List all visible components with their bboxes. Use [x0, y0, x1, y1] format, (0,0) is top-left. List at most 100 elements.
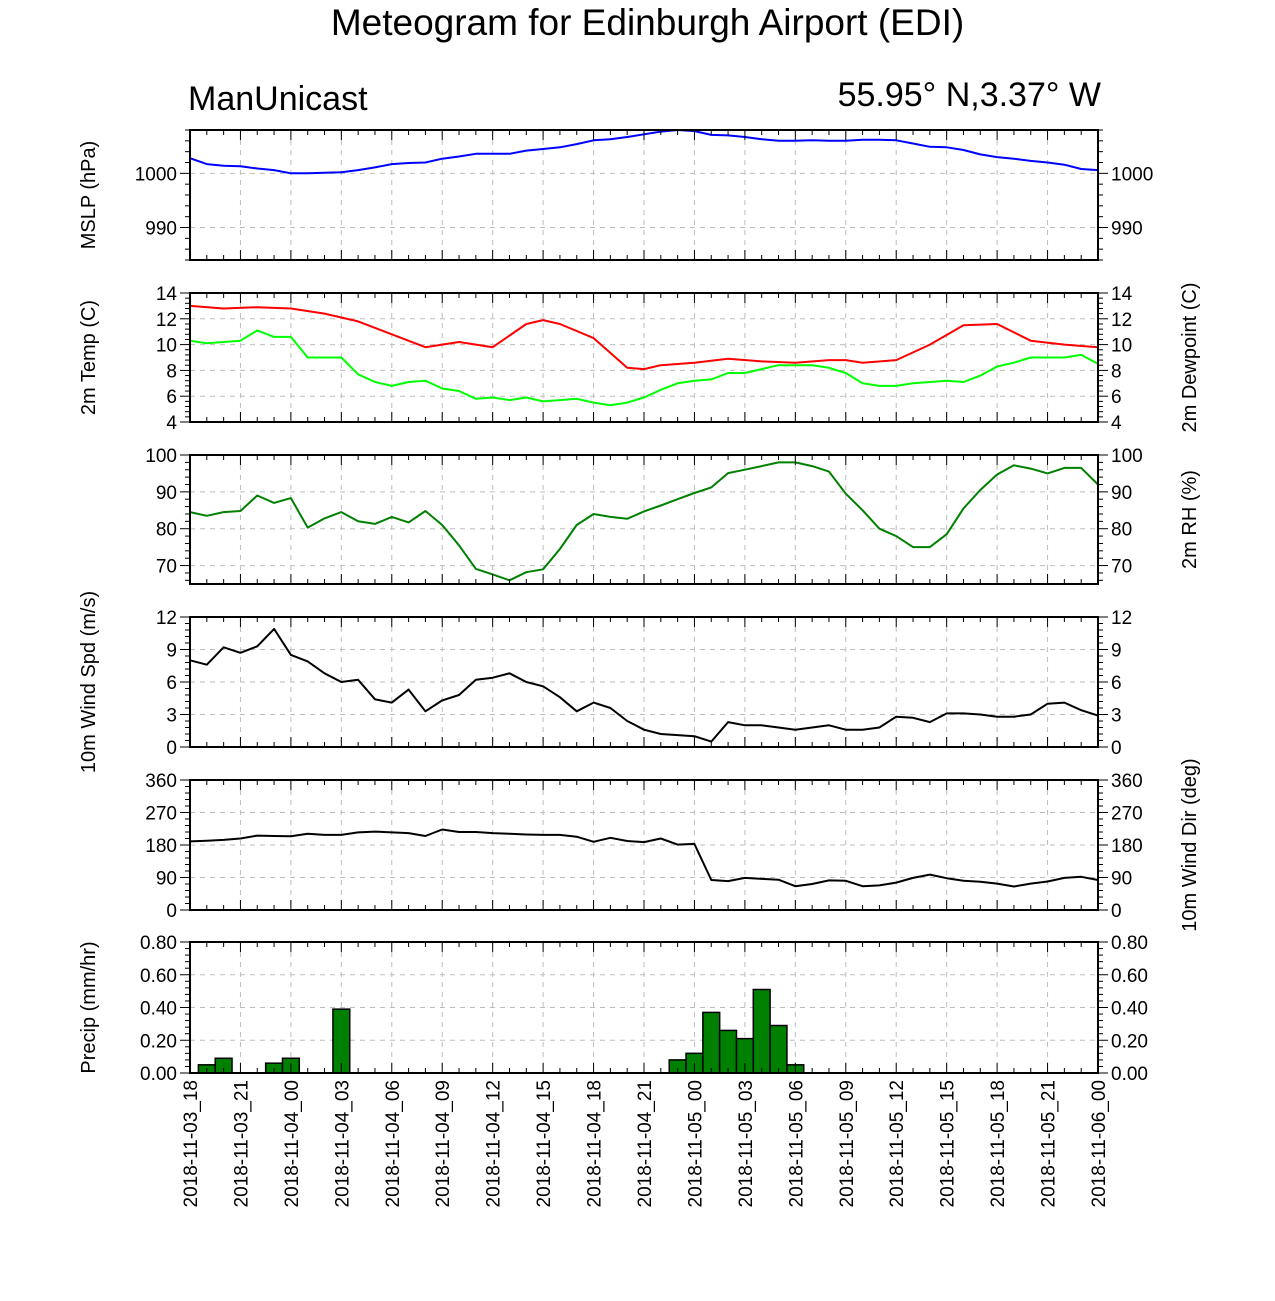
x-tick-label: 2018-11-04_03 [332, 1080, 353, 1207]
y-axis-label-left: MSLP (hPa) [78, 141, 100, 250]
y-tick-label-right: 12 [1111, 310, 1132, 331]
y-tick-label-left: 70 [156, 557, 177, 578]
x-tick-label: 2018-11-05_18 [988, 1080, 1009, 1207]
y-tick-label-left: 1000 [135, 164, 177, 185]
x-tick-label: 2018-11-04_15 [534, 1080, 555, 1207]
x-tick-label: 2018-11-04_09 [433, 1080, 454, 1207]
precip-bar [718, 1029, 738, 1074]
y-tick-label-left: 14 [156, 284, 178, 305]
y-tick-label-right: 10 [1111, 336, 1132, 357]
x-tick-label: 2018-11-04_00 [282, 1080, 303, 1207]
panel-temp: 4 4 6 6 8 8 10 10 12 12 14 14 2m Temp (C) 2m Dewpoint… [78, 282, 1201, 434]
y-tick-label-left: 6 [166, 387, 177, 408]
y-tick-label-right: 9 [1111, 641, 1122, 662]
panel-mslp: 990 990 1000 1000 MSLP (hPa) [78, 129, 1153, 261]
y-tick-label-left: 990 [145, 219, 177, 240]
x-tick-label: 2018-11-05_12 [887, 1080, 908, 1207]
x-tick-label: 2018-11-04_18 [585, 1080, 606, 1207]
model-label: ManUnicast [188, 80, 368, 118]
y-tick-label-right: 14 [1111, 284, 1133, 305]
y-tick-label-right: 3 [1111, 706, 1122, 727]
chart-title: Meteogram for Edinburgh Airport (EDI) [330, 2, 965, 43]
y-axis-label-left: 2m Temp (C) [78, 300, 100, 415]
series-line-rh-0 [189, 461, 1099, 582]
y-tick-label-right: 0.80 [1111, 933, 1148, 954]
x-tick-label: 2018-11-05_21 [1039, 1080, 1060, 1207]
series-line-temp-0 [189, 304, 1099, 371]
series-line-temp-1 [189, 329, 1099, 407]
y-tick-label-left: 0 [166, 738, 177, 759]
panel-rh: 70 70 80 80 90 90 100 100 2m RH (%) [145, 446, 1201, 585]
y-tick-label-right: 360 [1111, 771, 1143, 792]
x-tick-label: 2018-11-05_15 [938, 1080, 959, 1207]
series-line-wspd-0 [189, 627, 1099, 743]
y-tick-label-right: 990 [1111, 219, 1143, 240]
precip-bar [769, 1024, 788, 1074]
y-tick-label-left: 180 [145, 836, 177, 857]
x-tick-label: 2018-11-05_09 [837, 1080, 858, 1207]
y-tick-label-left: 0.00 [140, 1064, 177, 1085]
x-tick-label: 2018-11-04_21 [635, 1080, 656, 1207]
y-tick-label-left: 80 [156, 520, 177, 541]
y-tick-label-right: 70 [1111, 557, 1132, 578]
y-axis-label-left: Precip (mm/hr) [78, 941, 100, 1073]
x-tick-label: 2018-11-04_12 [484, 1080, 505, 1207]
x-tick-label: 2018-11-05_03 [736, 1080, 757, 1207]
y-tick-label-right: 0.40 [1111, 999, 1148, 1020]
x-axis-time-labels: 2018-11-03_18 2018-11-03_21 2018-11-04_00 2… [181, 1080, 1110, 1207]
x-tick-label: 2018-11-03_18 [181, 1080, 202, 1207]
y-tick-label-left: 0.40 [140, 999, 177, 1020]
y-tick-label-right: 4 [1111, 413, 1122, 434]
y-tick-label-left: 100 [145, 446, 177, 467]
y-tick-label-left: 90 [156, 483, 177, 504]
y-tick-label-right: 180 [1111, 836, 1143, 857]
y-axis-label-right: 2m RH (%) [1179, 470, 1201, 569]
y-tick-label-right: 0 [1111, 738, 1122, 759]
y-tick-label-right: 1000 [1111, 164, 1153, 185]
y-tick-label-right: 270 [1111, 804, 1143, 825]
panel-precip: 0.00 0.00 0.20 0.20 0.40 0.40 0.60 0.60 0.80 0.80… [78, 933, 1148, 1085]
y-tick-label-left: 0 [166, 901, 177, 922]
y-tick-label-left: 360 [145, 771, 177, 792]
y-tick-label-left: 3 [166, 706, 177, 727]
y-tick-label-left: 4 [166, 413, 177, 434]
x-tick-label: 2018-11-03_21 [231, 1080, 252, 1207]
y-tick-label-right: 12 [1111, 608, 1132, 629]
y-tick-label-left: 90 [156, 869, 177, 890]
y-tick-label-left: 12 [156, 608, 177, 629]
x-tick-label: 2018-11-04_06 [383, 1080, 404, 1207]
y-tick-label-right: 0.00 [1111, 1064, 1148, 1085]
y-tick-label-left: 8 [166, 361, 177, 382]
precip-bar [752, 988, 771, 1074]
y-tick-label-right: 6 [1111, 387, 1122, 408]
precip-bar [702, 1011, 721, 1074]
y-tick-label-right: 100 [1111, 446, 1143, 467]
y-tick-label-right: 0 [1111, 901, 1122, 922]
y-tick-label-right: 90 [1111, 869, 1132, 890]
y-tick-label-left: 6 [166, 673, 177, 694]
x-tick-label: 2018-11-05_00 [685, 1080, 706, 1207]
y-tick-label-left: 0.80 [140, 933, 177, 954]
panel-wspd: 0 0 3 3 6 6 9 9 12 12 10m Wind Spd (m/s) [78, 591, 1132, 773]
y-tick-label-right: 90 [1111, 483, 1132, 504]
y-tick-label-left: 9 [166, 641, 177, 662]
panel-wdir: 0 0 90 90 180 180 270 270 360 360 10m Wind Dir (de… [145, 758, 1201, 931]
y-tick-label-left: 0.60 [140, 966, 177, 987]
y-tick-label-left: 0.20 [140, 1031, 177, 1052]
x-tick-label: 2018-11-06_00 [1089, 1080, 1110, 1207]
y-tick-label-right: 8 [1111, 361, 1122, 382]
y-axis-label-right: 2m Dewpoint (C) [1179, 282, 1201, 432]
x-tick-label: 2018-11-05_06 [786, 1080, 807, 1207]
location-coordinates: 55.95° N,3.37° W [837, 76, 1101, 114]
series-line-wdir-0 [189, 828, 1099, 888]
y-tick-label-left: 12 [156, 310, 177, 331]
y-tick-label-right: 6 [1111, 673, 1122, 694]
y-tick-label-right: 0.20 [1111, 1031, 1148, 1052]
y-tick-label-left: 10 [156, 336, 177, 357]
y-tick-label-right: 80 [1111, 520, 1132, 541]
y-tick-label-left: 270 [145, 804, 177, 825]
y-axis-label-right: 10m Wind Dir (deg) [1179, 758, 1201, 931]
y-axis-label-left: 10m Wind Spd (m/s) [78, 591, 100, 773]
y-tick-label-right: 0.60 [1111, 966, 1148, 987]
